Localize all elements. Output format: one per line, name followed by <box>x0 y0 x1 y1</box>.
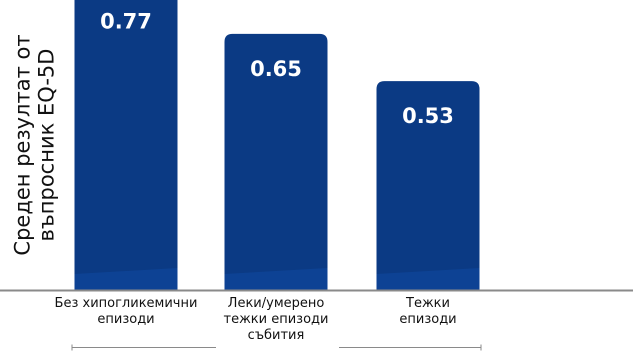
data-label-2: 0.65 <box>250 57 302 81</box>
bar-2-shade <box>224 268 328 290</box>
x-tick-label-3-line-2: епизоди <box>399 312 456 327</box>
data-label-3: 0.53 <box>402 104 454 128</box>
x-tick-label-2-line-3: събития <box>248 328 305 343</box>
bar-1-shade <box>74 268 178 290</box>
bar-1 <box>74 0 178 290</box>
bar-2 <box>224 33 328 291</box>
x-tick-label-1-line-2: епизоди <box>97 312 154 327</box>
bar-3-shade <box>376 268 480 290</box>
x-tick-label-2-line-2: тежки епизоди <box>224 312 329 327</box>
x-tick-label-3-line-1: Тежки <box>405 296 450 311</box>
x-tick-label-2-line-1: Леки/умерено <box>228 296 325 311</box>
x-tick-label-1-line-1: Без хипогликемични <box>55 296 198 311</box>
data-label-1: 0.77 <box>100 10 152 34</box>
bar-3 <box>376 81 480 291</box>
